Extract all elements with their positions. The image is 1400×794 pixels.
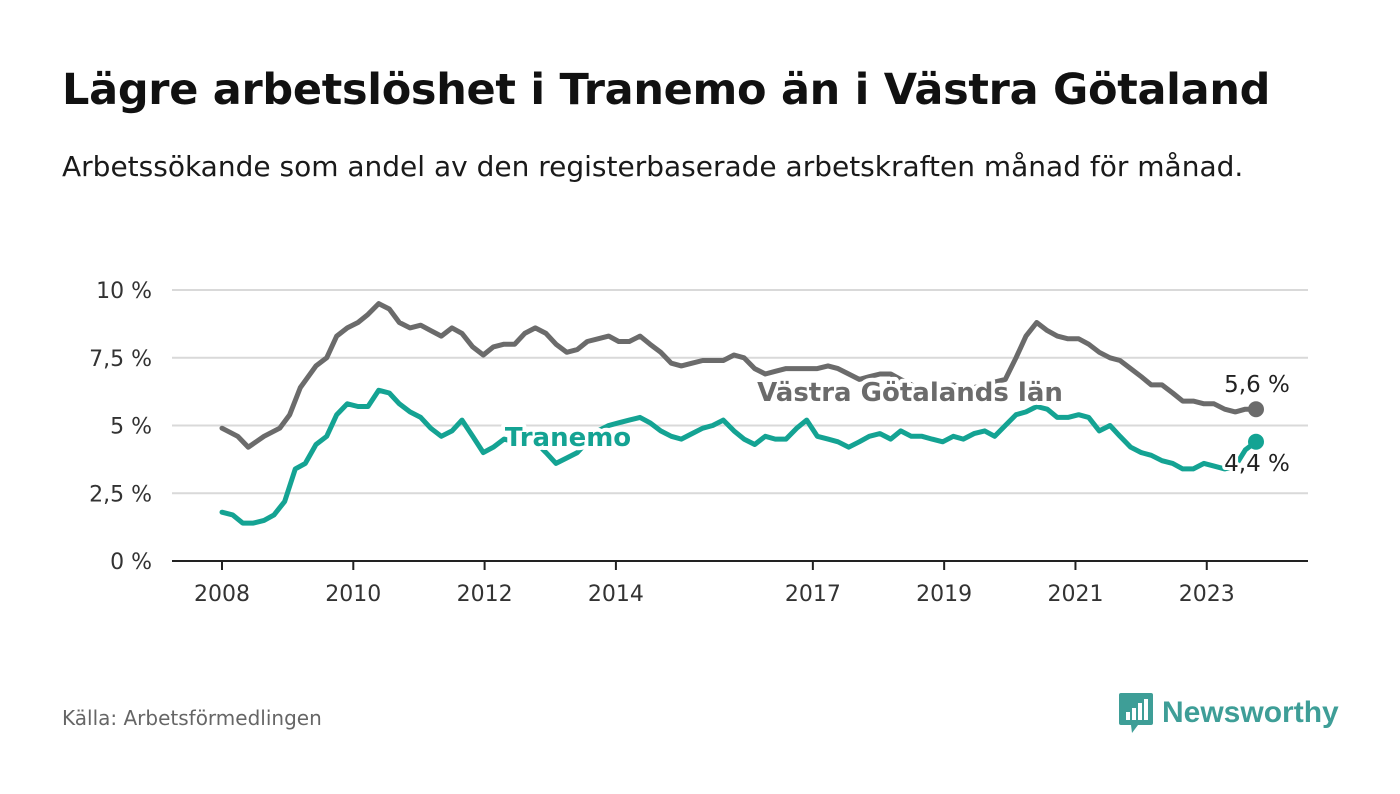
x-tick-label: 2012 [457,582,513,607]
bar-chart-speech-bubble-icon [1119,693,1153,733]
x-tick-label: 2014 [588,582,644,607]
x-tick-label: 2023 [1179,582,1235,607]
end-point-vastra-gotaland [1248,401,1264,418]
x-tick-label: 2017 [785,582,841,607]
series-label-vastra-gotaland: Västra Götalands län [757,378,1063,408]
y-tick-label: 10 % [96,279,152,304]
y-tick-label: 2,5 % [89,482,152,507]
series-line-vastra-gotaland [219,301,1259,450]
x-tick-label: 2019 [916,582,972,607]
end-label-tranemo: 4,4 % [1224,451,1290,477]
y-tick-label: 7,5 % [89,347,152,372]
brand-logo[interactable]: Newsworthy [1118,689,1339,737]
end-point-tranemo [1248,433,1264,450]
chart-subtitle: Arbetssökande som andel av den registerb… [62,150,1244,183]
x-tick-label: 2010 [325,582,381,607]
x-tick-label: 2021 [1047,582,1103,607]
series-line-tranemo [219,387,1259,526]
y-tick-label: 0 % [110,550,152,575]
chart-title: Lägre arbetslöshet i Tranemo än i Västra… [62,65,1271,115]
source-note: Källa: Arbetsförmedlingen [62,706,322,730]
x-tick-label: 2008 [194,582,250,607]
series-label-tranemo: Tranemo [505,423,631,453]
end-label-vastra-gotaland: 5,6 % [1224,372,1290,398]
brand-name: Newsworthy [1162,696,1339,729]
y-tick-label: 5 % [110,415,152,440]
